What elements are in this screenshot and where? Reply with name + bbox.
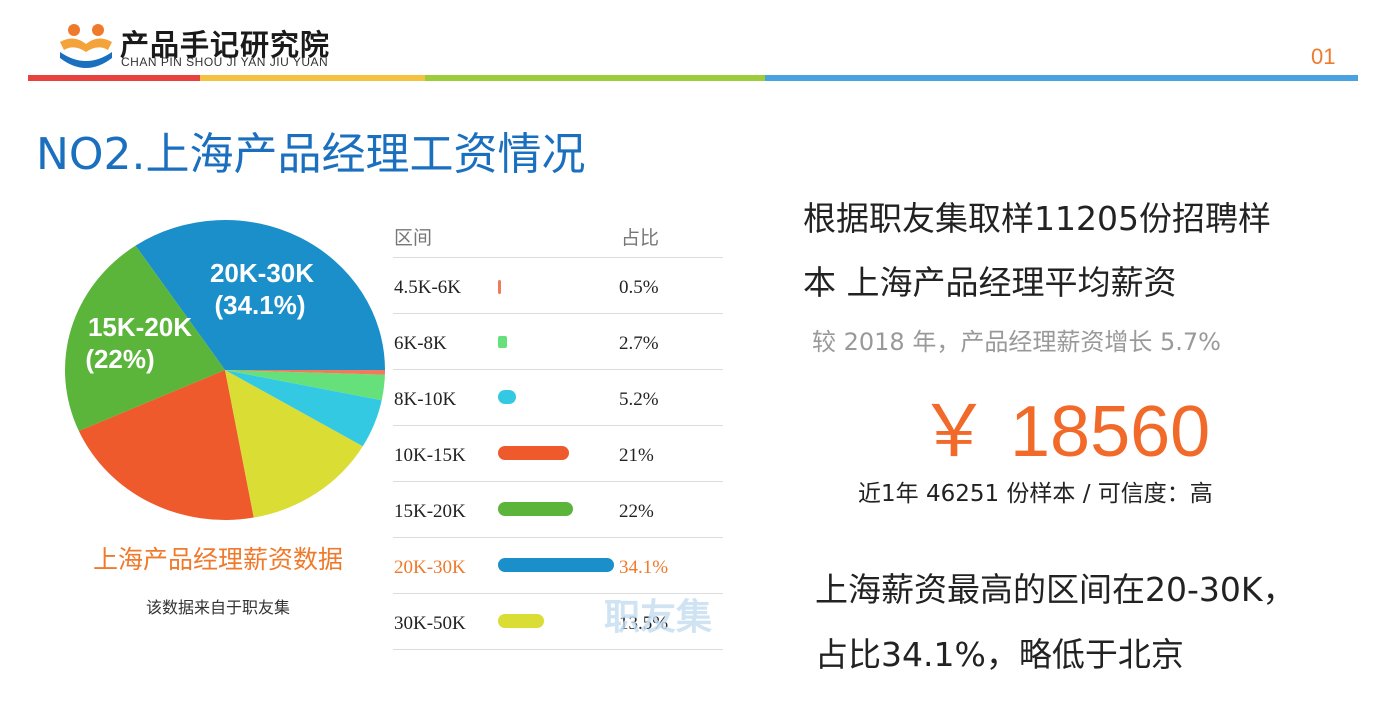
row-share: 2.7% [619,333,659,354]
header-share: 占比 [621,228,660,249]
row-share-bar [498,446,570,460]
header-color-bar [28,75,1358,81]
table-row: 10K-15K 21% [393,426,723,482]
row-share-bar [498,558,614,572]
logo-icon [60,24,112,68]
pie-label-15k-20k-pct: (22%) [85,344,154,374]
table-row: 6K-8K 2.7% [393,314,723,370]
pie-slice-15k-20k [64,245,225,432]
row-share-bar [498,336,508,348]
salary-pie-chart: 20K-30K (34.1%) 15K-20K (22%) [64,220,385,520]
row-share: 13.5% [619,613,669,634]
color-bar-blue [765,75,1358,81]
brand-subtitle: CHAN PIN SHOU JI YAN JIU YUAN [121,55,329,69]
pie-slice-20k-30k [135,220,385,370]
color-bar-green [425,75,765,81]
table-row: 15K-20K 22% [393,482,723,538]
header-range: 区间 [394,228,433,249]
row-share-bar [498,502,573,516]
row-range: 30K-50K [394,613,466,634]
salary-range-table: 区间 占比 4.5K-6K 0.5% 6K-8K 2.7% 8K-10K 5.2% 10K-… [393,205,723,650]
row-range: 8K-10K [394,389,457,410]
brand-logo: 产品手记研究院 CHAN PIN SHOU JI YAN JIU YUAN [56,20,376,74]
watermark: 职友集 [604,597,713,638]
pie-slice-8k-10k [225,370,382,447]
color-bar-yellow [200,75,425,81]
row-share-bar [498,280,501,294]
row-share: 34.1% [619,557,669,578]
pie-label-20k-30k: 20K-30K [210,258,314,288]
page-title: NO2.上海产品经理工资情况 [36,129,586,180]
row-range: 20K-30K [394,557,466,578]
average-salary: ￥ 18560 [918,392,1211,472]
color-bar-red [28,75,200,81]
row-range: 6K-8K [394,333,447,354]
brand-title: 产品手记研究院 [120,28,331,62]
pie-label-15k-20k: 15K-20K [88,312,192,342]
pie-slice-6k-8k [225,370,385,401]
conclusion-line-2: 占比34.1%，略低于北京 [815,635,1184,674]
page-number: 01 [1311,44,1336,69]
table-row: 4.5K-6K 0.5% [393,258,723,314]
table-row: 20K-30K 34.1% [393,538,723,594]
pie-caption: 上海产品经理薪资数据 [92,545,343,574]
row-range: 4.5K-6K [394,277,462,298]
row-share: 22% [619,501,654,522]
conclusion-line-1: 上海薪资最高的区间在20-30K， [815,570,1296,609]
pie-slice-30k-50k [225,370,363,518]
row-share: 21% [619,445,654,466]
sample-info: 近1年 46251 份样本 / 可信度：高 [858,481,1213,507]
row-share: 5.2% [619,389,659,410]
description-line-2: 本 上海产品经理平均薪资 [803,263,1177,302]
pie-slice-10k-15k [78,370,254,520]
table-row: 8K-10K 5.2% [393,370,723,426]
row-range: 15K-20K [394,501,466,522]
table-header: 区间 占比 [393,205,723,258]
row-share: 0.5% [619,277,659,298]
pie-source-note: 该数据来自于职友集 [145,598,290,617]
pie-slice-4_5k-6k [225,370,385,375]
table-row: 30K-50K 13.5% [393,594,723,650]
row-share-bar [498,390,516,404]
pie-label-20k-30k-pct: (34.1%) [214,290,305,320]
description-line-1: 根据职友集取样11205份招聘样 [803,199,1271,238]
row-share-bar [498,614,544,628]
row-range: 10K-15K [394,445,466,466]
growth-note: 较 2018 年，产品经理薪资增长 5.7% [812,328,1221,356]
